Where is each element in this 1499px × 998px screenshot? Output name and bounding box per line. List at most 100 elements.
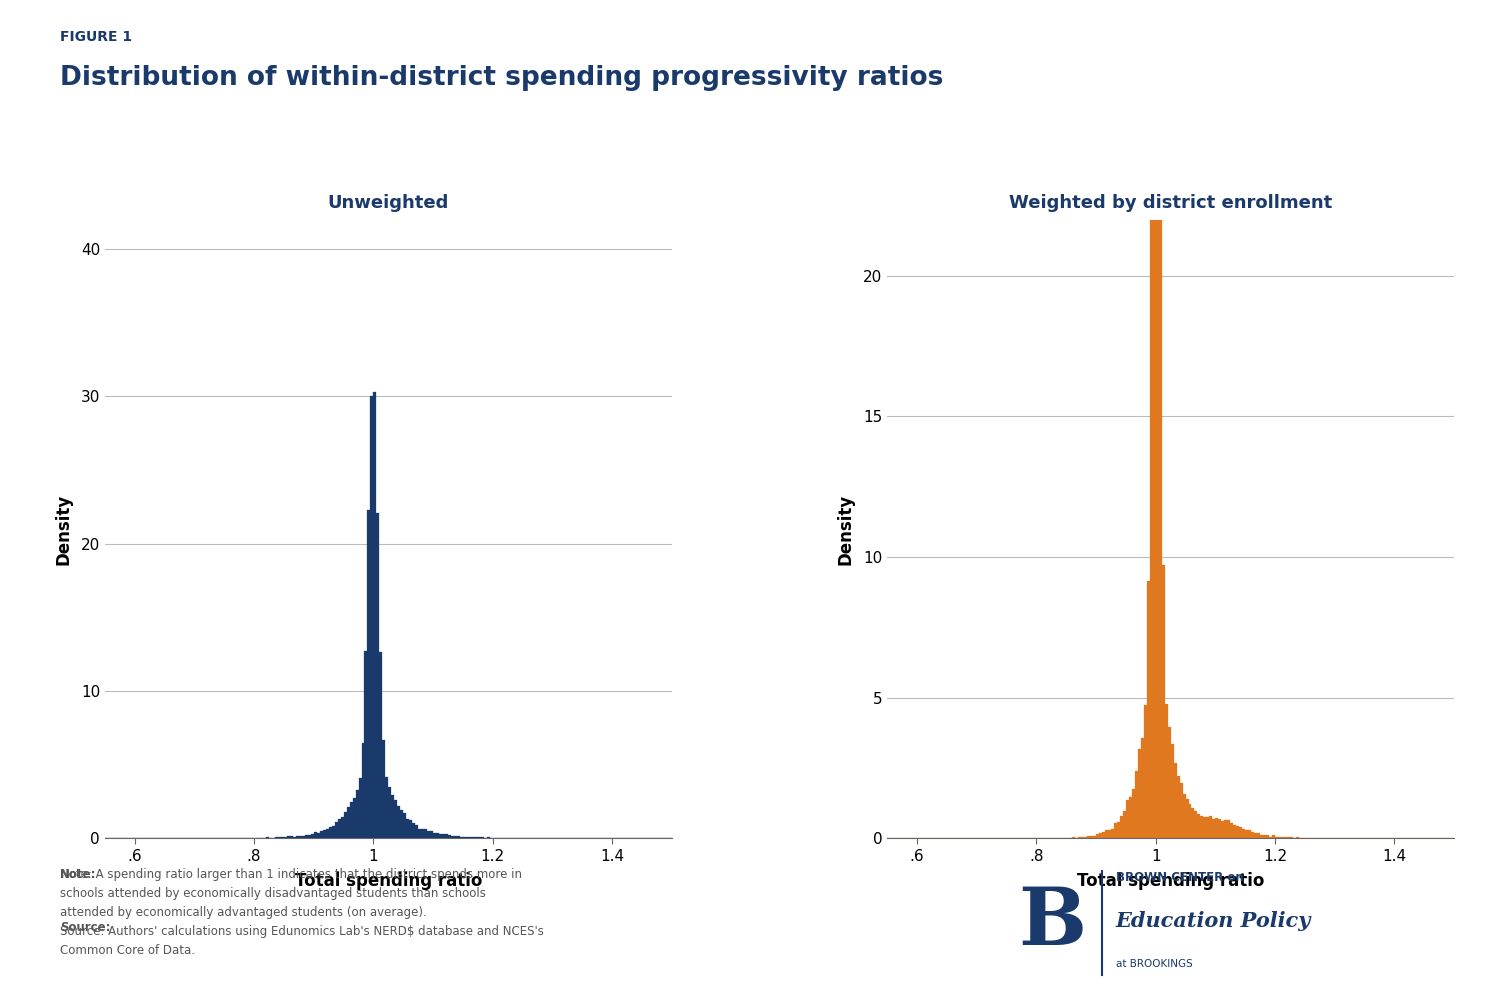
Bar [1138,749,1141,838]
Bar [1225,820,1228,838]
Bar [1108,830,1111,838]
Bar [1099,833,1102,838]
Bar [391,794,394,838]
Bar [1072,837,1075,838]
Text: Education Policy: Education Policy [1115,911,1312,931]
Bar [442,834,445,838]
Text: BROWN CENTER on: BROWN CENTER on [1115,871,1244,884]
Bar [1081,837,1084,838]
Bar [1177,775,1180,838]
Bar [382,741,385,838]
Bar [1165,705,1168,838]
X-axis label: Total spending ratio: Total spending ratio [1076,872,1264,890]
Bar [1135,771,1138,838]
Y-axis label: Density: Density [836,493,854,565]
Bar [352,798,355,838]
Y-axis label: Density: Density [54,493,72,565]
Bar [1216,818,1219,838]
Title: Unweighted: Unweighted [328,195,450,213]
Text: at BROOKINGS: at BROOKINGS [1115,959,1193,969]
Bar [361,743,364,838]
Bar [1276,836,1279,838]
Bar [1159,207,1162,838]
Bar [421,828,424,838]
X-axis label: Total spending ratio: Total spending ratio [295,872,483,890]
Bar [406,818,409,838]
Text: B: B [1018,884,1087,962]
Bar [1087,836,1090,838]
Bar [1147,581,1150,838]
Bar [1198,813,1201,838]
Bar [1093,835,1096,838]
Bar [409,820,412,838]
Bar [1267,835,1270,838]
Bar [1258,833,1261,838]
Bar [397,805,400,838]
Bar [457,836,460,838]
Bar [346,807,349,838]
Bar [469,837,472,838]
Bar [1084,836,1087,838]
Bar [1264,835,1267,838]
Bar [1120,816,1123,838]
Bar [445,834,448,838]
Bar [292,836,295,838]
Bar [280,837,283,838]
Bar [1171,744,1174,838]
Bar [283,837,286,838]
Bar [1213,819,1216,838]
Bar [334,822,337,838]
Bar [370,395,373,838]
Bar [1231,823,1234,838]
Bar [1249,830,1252,838]
Bar [1102,832,1105,838]
Bar [1237,825,1240,838]
Bar [1195,811,1198,838]
Bar [1261,835,1264,838]
Bar [388,787,391,838]
Bar [373,391,376,838]
Bar [265,837,268,838]
Bar [1189,803,1192,838]
Bar [343,812,346,838]
Bar [460,836,463,838]
Bar [322,830,325,838]
Bar [394,800,397,838]
Bar [472,837,475,838]
Bar [295,835,298,838]
Bar [304,835,307,838]
Bar [430,831,433,838]
Bar [1210,815,1213,838]
Bar [1279,836,1282,838]
Bar [403,812,406,838]
Bar [1153,0,1156,838]
Bar [298,835,301,838]
Bar [1090,836,1093,838]
Bar [427,830,430,838]
Bar [358,778,361,838]
Bar [337,819,340,838]
Bar [1111,829,1114,838]
Bar [1243,829,1246,838]
Bar [1114,823,1117,838]
Bar [1255,832,1258,838]
Bar [1192,808,1195,838]
Bar [1252,832,1255,838]
Bar [439,834,442,838]
Text: Source:: Source: [60,921,111,934]
Bar [310,834,313,838]
Text: Distribution of within-district spending progressivity ratios: Distribution of within-district spending… [60,65,943,91]
Bar [1180,783,1183,838]
Bar [1168,727,1171,838]
Bar [1132,789,1135,838]
Bar [433,832,436,838]
Bar [1141,738,1144,838]
Bar [1270,836,1273,838]
Bar [289,836,292,838]
Bar [418,829,421,838]
Bar [1105,830,1108,838]
Bar [1123,811,1126,838]
Bar [364,652,367,838]
Bar [1282,836,1285,838]
Bar [1117,822,1120,838]
